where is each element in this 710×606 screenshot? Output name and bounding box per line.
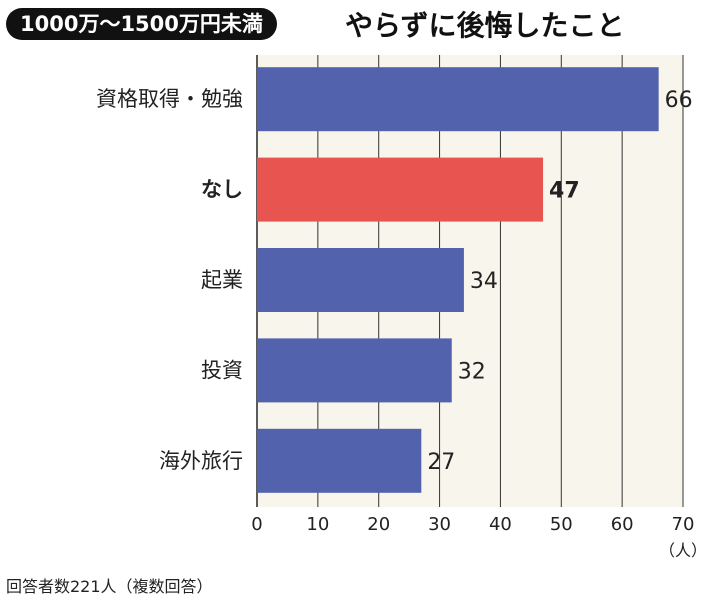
- bar: [257, 67, 659, 132]
- data-label: 32: [458, 359, 486, 384]
- x-tick-label: 30: [428, 514, 451, 535]
- x-tick-label: 70: [672, 514, 695, 535]
- bar: [257, 157, 544, 222]
- data-label: 34: [470, 269, 498, 294]
- x-tick-label: 0: [251, 514, 262, 535]
- x-tick-label: 10: [306, 514, 329, 535]
- category-label: 海外旅行: [159, 449, 243, 473]
- bar: [257, 248, 464, 312]
- data-label: 27: [427, 450, 455, 475]
- x-tick-label: 40: [489, 514, 512, 535]
- category-label: 投資: [201, 358, 243, 382]
- x-tick-label: 50: [550, 514, 573, 535]
- category-label: 資格取得・勉強: [96, 87, 243, 111]
- x-tick-label: 60: [611, 514, 634, 535]
- income-range-badge: 1000万〜1500万円未満: [6, 8, 277, 40]
- category-label: 起業: [201, 268, 243, 292]
- x-axis-unit: （人）: [659, 541, 707, 560]
- chart-title: やらずに後悔したこと: [345, 9, 625, 42]
- footnote: 回答者数221人（複数回答）: [6, 577, 213, 596]
- bar: [257, 338, 452, 403]
- data-label: 66: [665, 88, 693, 113]
- data-label: 47: [549, 179, 580, 204]
- x-tick-label: 20: [367, 514, 390, 535]
- chart-header: 1000万〜1500万円未満 やらずに後悔したこと: [0, 0, 710, 50]
- category-label: なし: [201, 178, 243, 202]
- bar: [257, 428, 422, 493]
